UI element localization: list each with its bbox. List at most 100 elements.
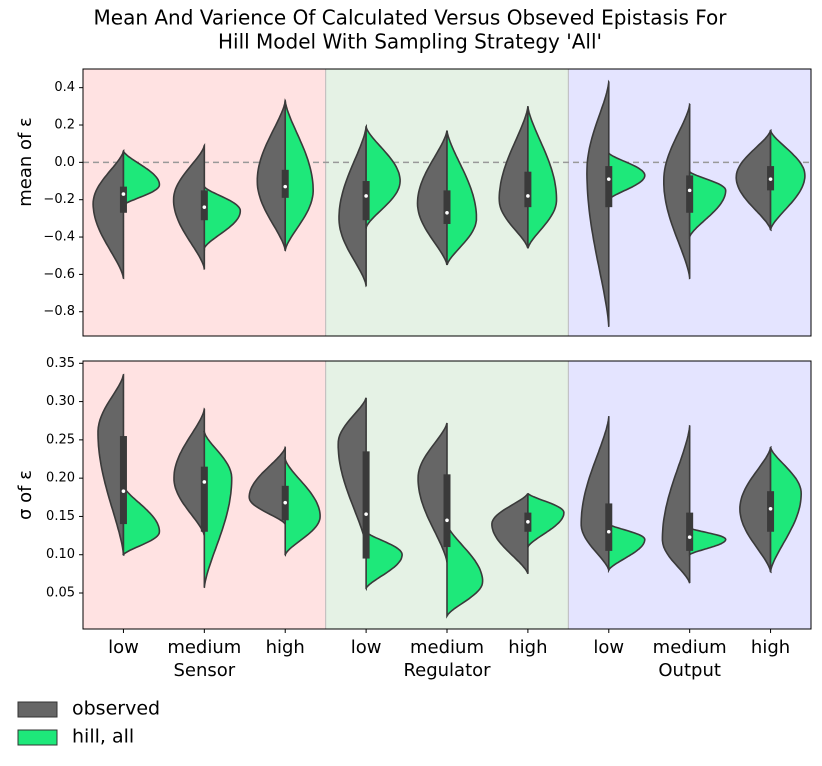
violin-half [663,102,691,280]
violin-half [248,445,287,525]
box [119,186,127,213]
median [364,512,368,516]
violin-half [97,373,125,557]
violin-half [338,123,367,288]
violin-half [491,493,529,575]
violin-half [446,130,478,266]
median [768,506,773,511]
y-tick-label: −0.4 [43,230,75,245]
y-axis-label: mean of ε [15,117,36,207]
box [605,166,613,208]
violin-half [337,397,367,548]
y-tick-label: 0.35 [46,356,75,371]
y-tick-label: −0.6 [43,267,75,282]
violin-half [688,526,727,557]
box [767,491,775,532]
group-label: Regulator [403,660,491,681]
y-tick-label: 0.25 [46,432,75,447]
violin-half [121,149,161,207]
box [362,181,370,221]
violin-half [661,424,691,584]
violin-half [92,149,125,280]
legend-swatch [17,729,58,746]
box [119,436,127,525]
x-tick-label: low [351,637,382,658]
x-tick-label: medium [167,637,241,658]
violin-half [284,100,315,252]
violin-half [365,123,401,230]
y-tick-label: −0.8 [43,304,75,319]
box [362,451,370,559]
legend-swatch [17,701,58,718]
violin-half [607,151,646,201]
box [443,190,451,224]
violin-half [735,129,773,232]
box [605,503,613,551]
violin-half [769,129,806,231]
violin-half [203,185,242,251]
violin-half [417,422,448,563]
median [202,205,207,209]
group-label: Sensor [173,660,235,681]
violin-half [365,531,403,592]
x-tick-label: low [593,637,624,658]
median [526,194,530,198]
violin-half [739,445,772,574]
median [202,480,207,484]
violin-half [416,130,448,266]
median [768,177,773,181]
box [686,175,694,213]
legend-label: observed [72,698,160,720]
median [364,194,368,198]
median [606,529,611,534]
violin-half [769,446,803,573]
violin-half [283,457,321,557]
median [687,535,692,539]
x-tick-label: medium [410,637,484,658]
median [283,500,288,505]
violin-half [122,484,161,557]
y-tick-label: 0.30 [46,394,75,409]
x-tick-label: high [751,637,790,658]
y-tick-label: 0.2 [54,118,75,133]
box [524,171,532,208]
y-axis-label: σ of ε [15,470,36,520]
violin-half [527,492,565,550]
box [200,190,208,221]
y-tick-label: 0.05 [46,586,75,601]
x-tick-label: medium [653,637,727,658]
median [121,192,126,196]
box [281,169,289,198]
median [121,489,126,493]
y-tick-label: 0.4 [54,80,75,95]
violin-half [256,98,287,252]
violin-half [446,523,484,619]
violin-half [580,415,610,571]
chart-title: Hill Model With Sampling Strategy 'All' [218,30,602,54]
median [526,520,530,524]
violin-half [527,106,558,249]
median [606,177,611,181]
x-tick-label: high [508,637,547,658]
violin-half [498,106,529,249]
x-tick-label: high [266,637,305,658]
box [443,474,451,548]
violin-half [586,79,610,328]
violin-half [202,430,233,589]
y-tick-label: 0.10 [46,547,75,562]
plot-frame [82,68,812,337]
median [687,188,692,193]
y-tick-label: 0.15 [46,509,75,524]
violin-half [173,407,206,537]
box [686,512,694,551]
median [445,518,449,523]
group-label: Output [658,660,721,681]
box [200,466,208,532]
y-tick-label: −0.2 [43,192,75,207]
violin-half [607,523,646,571]
y-tick-label: 0.0 [54,155,75,170]
median [283,184,288,189]
chart-title: Mean And Varience Of Calculated Versus O… [94,6,728,30]
legend-label: hill, all [72,726,134,748]
